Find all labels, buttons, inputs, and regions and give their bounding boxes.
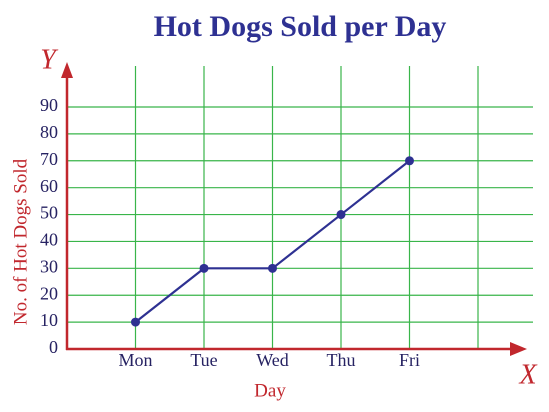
- x-tick-label: Fri: [399, 350, 420, 370]
- x-axis-arrow: [510, 342, 527, 356]
- y-tick-label: 10: [40, 310, 58, 330]
- y-tick-label: 40: [40, 230, 58, 250]
- y-tick-label: 60: [40, 176, 58, 196]
- y-tick-label: 0: [49, 337, 58, 357]
- data-point: [405, 156, 414, 166]
- x-axis-symbol: X: [518, 359, 537, 390]
- chart-title: Hot Dogs Sold per Day: [154, 10, 447, 43]
- y-tick-label: 70: [40, 149, 58, 169]
- y-axis-label: No. of Hot Dogs Sold: [10, 158, 31, 325]
- x-axis-label: Day: [254, 380, 286, 401]
- data-point: [131, 317, 140, 327]
- x-tick-label: Thu: [327, 350, 356, 370]
- y-tick-label: 20: [40, 283, 58, 303]
- y-tick-label: 80: [40, 122, 58, 142]
- y-axis-arrow: [61, 62, 73, 78]
- x-tick-label: Wed: [256, 350, 289, 370]
- data-point: [336, 210, 346, 220]
- data-point: [199, 263, 209, 273]
- y-tick-label: 30: [40, 256, 58, 276]
- y-tick-label: 90: [40, 95, 58, 115]
- x-tick-label: Mon: [118, 350, 152, 370]
- x-tick-label: Tue: [190, 350, 217, 370]
- y-axis-symbol: Y: [40, 44, 59, 75]
- y-tick-label: 50: [40, 203, 58, 223]
- data-point: [268, 263, 277, 273]
